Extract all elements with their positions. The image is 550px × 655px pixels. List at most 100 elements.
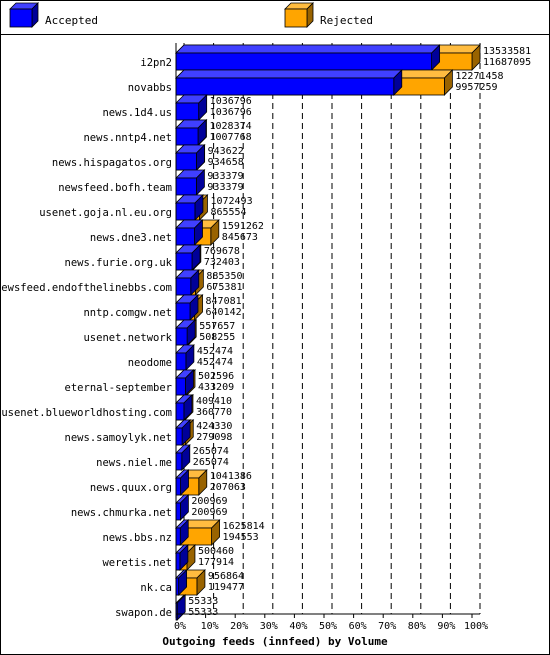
bar-accepted-5: [175, 169, 206, 196]
x-axis-title: Outgoing feeds (innfeed) by Volume: [162, 635, 388, 648]
accepted-label-0: 11687095: [483, 57, 531, 68]
x-tick-label-7: 70%: [378, 621, 396, 632]
x-tick-label-3: 30%: [260, 621, 278, 632]
category-label-10: nntp.comgw.net: [83, 307, 172, 319]
offered-label-15: 424330: [196, 421, 232, 432]
category-label-4: news.hispagatos.org: [52, 157, 172, 169]
accepted-label-16: 265074: [193, 457, 229, 468]
bar-accepted-1: [175, 69, 403, 96]
offered-label-0: 13533581: [483, 46, 531, 57]
accepted-label-6: 865554: [210, 207, 246, 218]
x-tick-label-0: 0%: [174, 621, 186, 632]
accepted-label-7: 845673: [222, 232, 258, 243]
accepted-label-13: 433209: [198, 382, 234, 393]
offered-label-4: 943622: [208, 146, 244, 157]
offered-label-2: 1036796: [210, 96, 252, 107]
bar-accepted-18: [175, 494, 190, 521]
x-tick-label-5: 50%: [319, 621, 337, 632]
category-label-16: news.niel.me: [96, 457, 172, 469]
bar-accepted-12: [175, 344, 195, 371]
category-label-21: nk.ca: [140, 582, 172, 594]
category-label-2: news.1d4.us: [102, 107, 172, 119]
bar-accepted-17: [175, 469, 190, 496]
bar-accepted-14: [175, 394, 193, 421]
bar-accepted-21: [175, 569, 188, 596]
legend-swatch-accepted: [9, 2, 39, 28]
accepted-label-14: 360770: [196, 407, 232, 418]
category-label-14: usenet.blueworldhosting.com: [1, 407, 172, 419]
accepted-label-21: 119477: [208, 582, 244, 593]
axis: 0% 10% 20% 30% 40% 50% 60% 70% 80% 90% 100% Outgoin…: [162, 43, 488, 648]
accepted-label-22: 55333: [188, 607, 218, 618]
accepted-label-15: 279098: [196, 432, 232, 443]
category-label-20: weretis.net: [102, 557, 172, 569]
bar-accepted-16: [175, 444, 191, 471]
category-label-5: newsfeed.bofh.team: [58, 182, 172, 194]
accepted-label-10: 640142: [206, 307, 242, 318]
accepted-label-8: 732403: [204, 257, 240, 268]
bar-accepted-4: [175, 144, 206, 171]
offered-label-5: 933379: [207, 171, 243, 182]
category-label-17: news.quux.org: [90, 482, 172, 494]
x-tick-label-10: 100%: [464, 621, 488, 632]
category-label-1: novabbs: [128, 82, 172, 94]
offered-label-12: 452474: [197, 346, 233, 357]
bar-accepted-10: [175, 294, 199, 321]
accepted-label-4: 934658: [208, 157, 244, 168]
legend-label-rejected: Rejected: [320, 14, 373, 27]
bar-accepted-3: [175, 119, 208, 146]
offered-label-14: 409410: [196, 396, 232, 407]
offered-label-1: 12271458: [455, 71, 503, 82]
accepted-label-3: 1007768: [209, 132, 251, 143]
legend-label-accepted: Accepted: [45, 14, 98, 27]
category-label-15: news.samoylyk.net: [65, 432, 172, 444]
bar-accepted-6: [175, 194, 204, 221]
accepted-label-12: 452474: [197, 357, 233, 368]
bar-accepted-19: [175, 519, 190, 546]
category-label-9: newsfeed.endofthelinebbs.com: [0, 282, 172, 294]
accepted-label-18: 200969: [191, 507, 227, 518]
offered-label-19: 1625814: [223, 521, 265, 532]
legend-swatch-rejected: [284, 2, 314, 28]
offered-label-3: 1028374: [209, 121, 251, 132]
category-label-12: neodome: [128, 357, 172, 369]
offered-label-17: 1041386: [210, 471, 252, 482]
offered-label-11: 557657: [199, 321, 235, 332]
category-label-22: swapon.de: [115, 607, 172, 619]
legend-separator: [0, 34, 550, 35]
accepted-label-9: 675381: [206, 282, 242, 293]
accepted-label-1: 9957259: [455, 82, 497, 93]
accepted-label-17: 207063: [210, 482, 246, 493]
legend: Accepted Rejected: [9, 2, 373, 28]
bar-accepted-0: [175, 44, 441, 71]
x-tick-label-6: 60%: [349, 621, 367, 632]
category-label-13: eternal-september: [65, 382, 172, 394]
bar-accepted-22: [175, 594, 187, 621]
category-label-11: usenet.network: [83, 332, 172, 344]
x-tick-label-4: 40%: [289, 621, 307, 632]
category-label-0: i2pn2: [140, 57, 172, 69]
offered-label-16: 265074: [193, 446, 229, 457]
x-tick-label-2: 20%: [230, 621, 248, 632]
offered-label-10: 847081: [206, 296, 242, 307]
offered-label-13: 502596: [198, 371, 234, 382]
accepted-label-19: 194553: [223, 532, 259, 543]
bar-accepted-7: [175, 219, 204, 246]
category-label-8: news.furie.org.uk: [65, 257, 173, 269]
offered-label-18: 200969: [191, 496, 227, 507]
x-tick-label-9: 90%: [437, 621, 455, 632]
category-label-19: news.bbs.nz: [102, 532, 172, 544]
offered-label-21: 956864: [208, 571, 244, 582]
offered-label-6: 1072493: [210, 196, 252, 207]
accepted-label-20: 177914: [198, 557, 234, 568]
category-label-3: news.nntp4.net: [83, 132, 172, 144]
accepted-label-11: 508255: [199, 332, 235, 343]
accepted-label-2: 1036796: [210, 107, 252, 118]
offered-label-22: 55333: [188, 596, 218, 607]
bar-accepted-2: [175, 94, 208, 121]
x-tick-label-1: 10%: [201, 621, 219, 632]
accepted-label-5: 933379: [207, 182, 243, 193]
